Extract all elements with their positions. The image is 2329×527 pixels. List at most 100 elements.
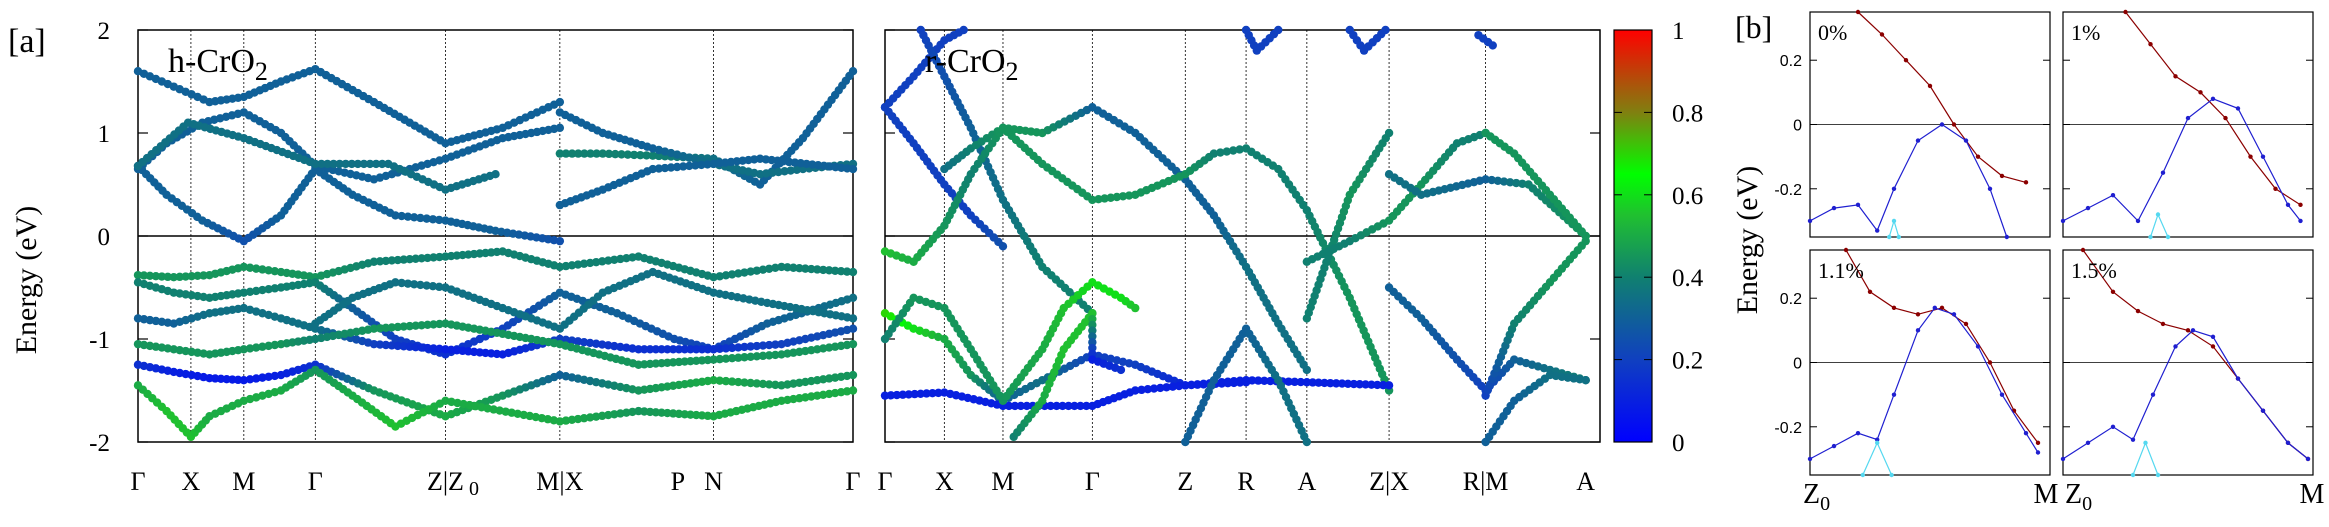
plotR-band-point — [1076, 401, 1085, 411]
plotH-band-point — [692, 345, 701, 354]
plotH-band-point — [792, 165, 802, 174]
plotH-band-point — [674, 345, 684, 354]
plotH-band-point — [423, 320, 432, 330]
subplot-band-point — [2135, 308, 2141, 314]
plotH-band-point — [672, 162, 682, 172]
subplot-band-point — [2110, 424, 2116, 429]
plotH-band-point — [411, 254, 420, 263]
ytick-label: 0 — [98, 224, 111, 251]
plotH-band-point — [686, 345, 695, 354]
plotH-band-point — [654, 151, 664, 161]
plotR-band-point — [886, 391, 896, 400]
subplot-band-point — [1939, 305, 1945, 311]
plotH-band-point — [645, 345, 655, 354]
plotH-band-point — [381, 323, 391, 333]
plotR-band-point — [1022, 401, 1032, 411]
strain-label: 0% — [1818, 20, 1847, 45]
subplot-band-point — [2143, 440, 2148, 446]
plotH-band-point — [691, 161, 700, 170]
y-axis-label-a: Energy (eV) — [10, 206, 43, 355]
plotH-band-point — [403, 279, 413, 288]
subplot-band-point — [1932, 305, 1938, 311]
plotH-band-point — [397, 211, 406, 221]
plotR-band-point — [1088, 320, 1097, 330]
plotH-band-point — [648, 151, 657, 160]
plotH-band-point — [640, 345, 649, 354]
plotR-band-point — [1235, 145, 1244, 154]
plotH-kpoint-label: P — [671, 467, 685, 496]
subplot-band-point — [2148, 41, 2153, 47]
subplot-band-point — [1875, 437, 1880, 442]
subplot-band-point — [1975, 154, 1981, 159]
subplot-band-point — [2210, 96, 2216, 101]
plotR-kpoint-label: R|M — [1463, 467, 1509, 496]
subplot-ytick-label: -0.2 — [1774, 182, 1802, 199]
subplot-band-point — [2150, 392, 2156, 397]
plotH-band-point — [758, 379, 768, 389]
subplot-band-point — [2190, 328, 2196, 333]
plotH-band-point — [422, 281, 431, 290]
plotH-band-point — [709, 273, 718, 282]
subplot-band-point — [1939, 122, 1945, 127]
plotH-band-point — [752, 379, 761, 388]
plotH-band-point — [819, 265, 828, 275]
subplot-ytick-label: 0.2 — [1780, 291, 1802, 308]
subplot-band-point — [2160, 321, 2166, 327]
plotH-band-point — [393, 341, 402, 351]
subplot-band-lower — [1809, 307, 2039, 460]
plotH-band-point — [709, 376, 718, 385]
plotH-band-point — [428, 215, 438, 224]
plotH-band-point — [758, 351, 768, 361]
subplot-band-point — [1891, 392, 1897, 397]
panel-b-subplot: -0.2 0 0.2 0% — [1774, 9, 2051, 240]
plotH-band-point — [611, 149, 620, 159]
plotR-band-point — [1308, 378, 1317, 387]
plotH-band-point — [270, 340, 280, 350]
subplot-band-point — [1879, 32, 1885, 37]
plotH-band-point — [335, 159, 344, 169]
plotH-band-point — [709, 345, 718, 354]
plotH-band-point — [727, 353, 737, 363]
plotH-band-point — [423, 343, 432, 353]
subplot-band-point — [1831, 205, 1837, 211]
plotR-kpoint-label: R — [1237, 467, 1255, 496]
plotH-band-point — [697, 345, 707, 354]
plotH-band-point — [721, 354, 731, 363]
plotH-band-point — [663, 345, 672, 354]
plotH-band-point — [740, 378, 749, 387]
plotH-band-point — [771, 350, 780, 360]
plotR-band-point — [1168, 382, 1177, 391]
subplot-band-point — [1903, 58, 1909, 63]
plotR-band-point — [1116, 365, 1126, 375]
plotH-band-point — [434, 215, 444, 225]
plotR-kpoint-label: M — [991, 467, 1014, 496]
plotR-band-point — [1384, 128, 1394, 138]
plotH-band-point — [264, 372, 273, 381]
plotH-band-point — [746, 378, 755, 388]
plotR-band-point — [1223, 378, 1233, 388]
plotH-band-point — [848, 314, 858, 323]
plotH-band-point — [329, 159, 338, 169]
plotH-band-point — [746, 352, 755, 361]
plotH-band-point — [598, 149, 607, 158]
plotH-band-point — [245, 344, 255, 353]
plotH-band-point — [245, 263, 255, 272]
plotH-band-point — [685, 161, 694, 171]
subplot-band-point — [1875, 440, 1880, 446]
plotH-band-point — [634, 345, 643, 354]
plotH-band-point — [580, 149, 589, 158]
plotR-band-point — [1088, 343, 1097, 353]
plotH-band-point — [780, 167, 789, 176]
plotR-kpoint-label: A — [1297, 467, 1316, 496]
plotR-band-point — [910, 389, 919, 399]
subplot-band-point — [1927, 83, 1933, 89]
plotH-band-point — [574, 149, 583, 158]
plotH-band-point — [567, 149, 577, 158]
plotR-band-point — [1320, 378, 1329, 388]
plotH-band-point — [786, 166, 795, 175]
plotH-band-point — [764, 351, 774, 360]
subplot-band-point — [1855, 431, 1861, 436]
plotH-band-point — [752, 266, 761, 275]
plotH-band-point — [429, 344, 438, 353]
plotR-band-point — [1222, 147, 1231, 156]
